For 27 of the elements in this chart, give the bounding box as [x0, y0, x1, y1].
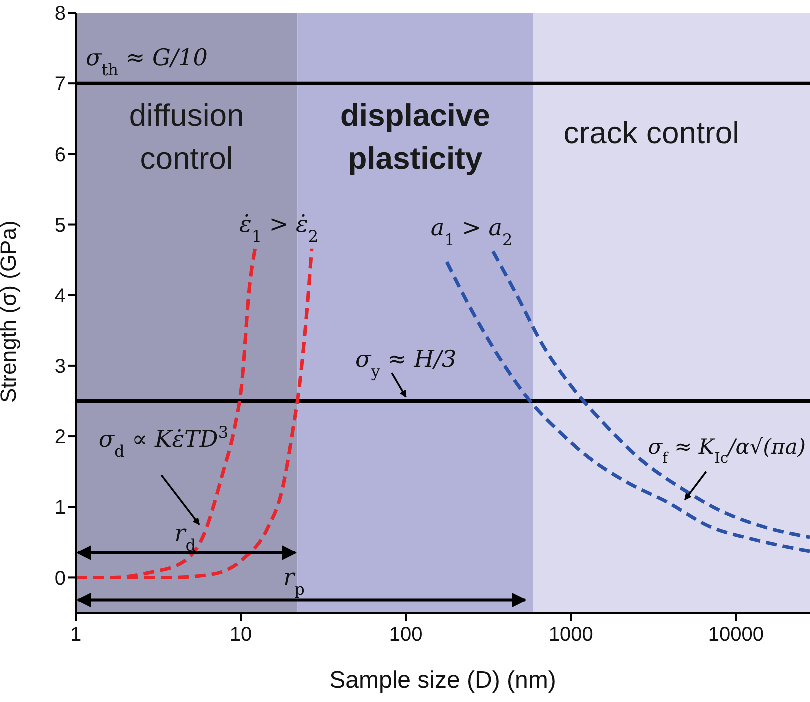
annotation: σ$_{f}$ ≈ K$_{Ic}$/α√(πa)	[648, 435, 806, 467]
y-tick-label: 8	[54, 3, 66, 26]
x-tick-label: 1	[70, 624, 82, 646]
band-label: diffusion control	[129, 98, 244, 176]
annotation: a$_{1}$ > a$_{2}$	[430, 215, 513, 249]
y-tick-label: 1	[54, 497, 66, 520]
y-tick-label: 7	[54, 74, 66, 96]
y-tick-label: 2	[54, 426, 66, 449]
y-tick-label: 6	[54, 144, 66, 166]
x-tick-label: 10	[230, 624, 252, 646]
x-axis-title: Sample size (D) (nm)	[330, 667, 556, 694]
y-tick-label: 4	[54, 285, 66, 308]
ref-line-label: σ$_{th}$ ≈ G/10	[86, 46, 208, 80]
x-tick-label: 10000	[708, 624, 764, 646]
band-label: displacive plasticity	[340, 98, 490, 176]
y-tick-label: 5	[54, 214, 66, 237]
annotation: r$_{p}$	[284, 564, 305, 598]
x-tick-label: 100	[389, 624, 423, 646]
x-tick-label: 1000	[548, 624, 594, 646]
y-tick-label: 3	[54, 356, 66, 378]
annotation: r$_{d}$	[174, 521, 196, 554]
y-tick-label: 0	[54, 568, 66, 590]
band-label: crack control	[564, 116, 740, 151]
annotation: ε̇$_{1}$ > ε̇$_{2}$	[240, 212, 319, 246]
y-axis-title: Strength (σ) (GPa)	[0, 220, 21, 403]
annotation: σ$_{d}$ ∝ Kε̇TD$^{3}$	[98, 422, 229, 461]
ref-line-label: σ$_{y}$ ≈ H/3	[356, 347, 457, 381]
